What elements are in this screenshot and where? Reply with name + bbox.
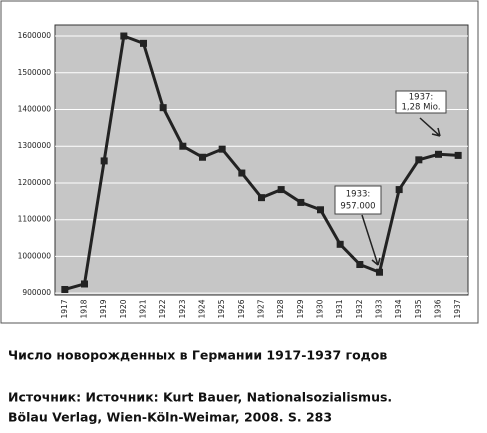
data-point [61,285,69,293]
data-point [179,142,187,150]
data-point [454,151,462,159]
data-point [120,32,128,40]
data-point [435,150,442,158]
data-point [415,156,423,164]
y-tick-label: 1500000 [18,68,52,77]
annotation: 957.000 [340,202,375,212]
data-point [140,39,147,47]
caption-source: Источник: Источник: Kurt Bauer, National… [8,390,392,405]
y-tick-label: 1100000 [18,215,52,224]
data-point [159,104,167,112]
annotation: 1937: [409,93,434,103]
x-tick-label: 1927 [257,299,266,318]
x-tick-label: 1921 [139,299,148,318]
data-point [317,206,324,214]
x-tick-label: 1925 [217,299,226,318]
x-tick-label: 1936 [434,299,443,318]
data-point [218,145,226,153]
x-tick-label: 1919 [99,299,108,318]
x-tick-label: 1922 [158,299,167,318]
x-tick-label: 1937 [453,299,462,318]
y-tick-label: 900000 [22,288,51,297]
x-tick-label: 1931 [335,299,344,318]
x-tick-label: 1933 [375,299,384,318]
y-tick-label: 1600000 [18,31,52,40]
data-point [258,194,265,202]
data-point [81,280,88,288]
data-point [395,186,403,194]
y-tick-label: 1200000 [18,178,52,187]
caption-source: Bölau Verlag, Wien-Köln-Weimar, 2008. S.… [8,410,332,425]
annotation: 1,28 Mio. [401,103,440,113]
arrow [361,214,381,266]
y-tick-label: 1400000 [18,104,52,113]
x-tick-label: 1920 [119,299,128,318]
x-tick-label: 1924 [198,299,207,318]
x-tick-label: 1917 [60,299,69,318]
data-point [238,169,246,177]
data-point [376,268,383,276]
x-tick-label: 1934 [394,299,403,318]
data-point [297,198,305,206]
data-point [356,261,364,269]
x-tick-label: 1932 [355,299,364,318]
caption-title: Число новорожденных в Германии 1917-1937… [8,348,387,363]
x-tick-label: 1929 [296,299,305,318]
annotation-box [395,90,447,114]
data-point [199,153,206,161]
x-tick-label: 1935 [414,299,423,318]
x-tick-label: 1923 [178,299,187,318]
y-tick-label: 1000000 [18,251,52,260]
x-tick-label: 1930 [316,299,325,318]
data-point [277,186,285,194]
x-tick-label: 1918 [80,299,89,318]
x-tick-label: 1928 [276,299,285,318]
data-point [100,157,108,165]
y-tick-label: 1300000 [18,141,52,150]
annotation-box [334,185,382,215]
data-point [336,240,344,248]
plot-area [54,24,469,296]
arrow [419,117,441,137]
x-tick-label: 1926 [237,299,246,318]
annotation: 1933: [346,190,371,200]
